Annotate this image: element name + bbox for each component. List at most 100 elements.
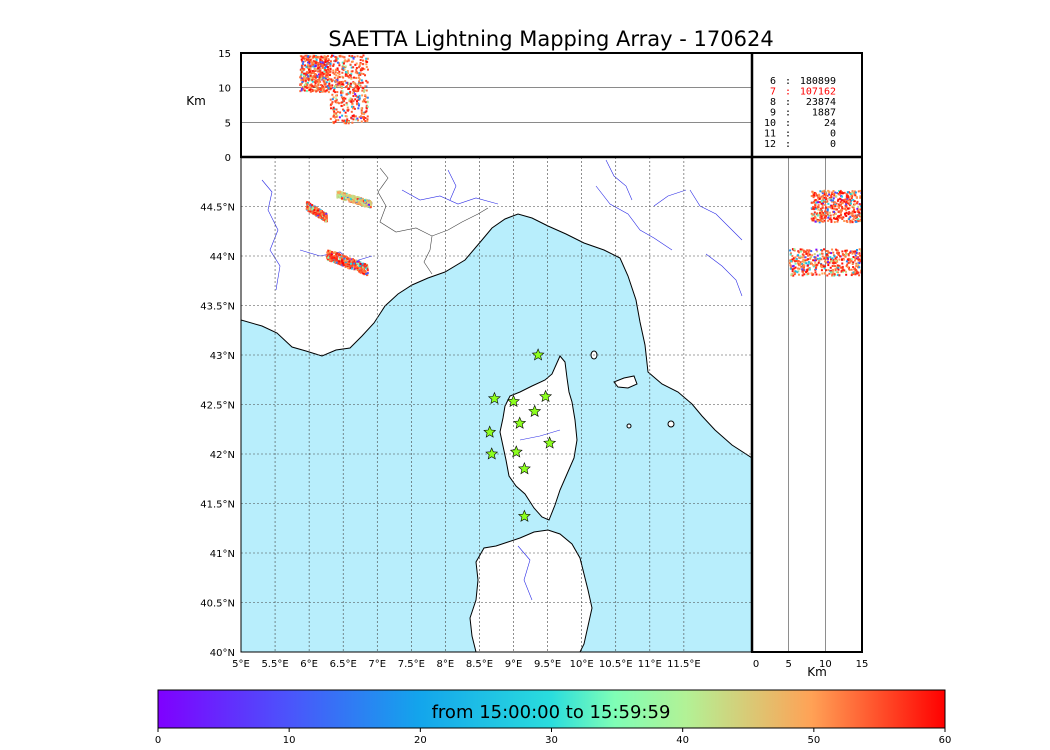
lightning-point xyxy=(349,63,352,66)
lightning-point xyxy=(342,108,345,111)
lightning-point xyxy=(342,62,345,65)
lightning-point xyxy=(317,62,320,65)
lightning-point xyxy=(350,116,353,119)
lightning-point xyxy=(326,65,329,68)
lightning-point xyxy=(815,264,818,267)
lightning-point xyxy=(840,191,843,194)
lightning-point xyxy=(832,254,835,257)
lightning-point xyxy=(363,90,366,93)
lightning-point xyxy=(351,200,354,203)
lightning-point xyxy=(342,76,345,79)
lightning-point xyxy=(823,196,826,199)
lightning-point xyxy=(314,206,317,209)
lightning-point xyxy=(325,65,328,68)
lightning-point xyxy=(342,193,345,196)
lightning-point xyxy=(857,205,860,208)
lightning-point xyxy=(852,210,855,213)
lightning-point xyxy=(353,195,356,198)
lightning-point xyxy=(364,120,367,123)
lightning-point xyxy=(350,110,353,113)
lightning-point xyxy=(304,72,307,75)
lightning-point xyxy=(350,260,353,263)
lightning-point xyxy=(335,98,338,101)
lightning-point xyxy=(321,61,324,64)
lightning-point xyxy=(818,221,821,224)
lightning-point xyxy=(345,256,348,259)
lightning-point xyxy=(799,263,802,266)
lightning-point xyxy=(333,76,336,79)
lightning-point xyxy=(847,196,850,199)
lightning-point xyxy=(830,260,833,263)
lightning-point xyxy=(344,196,347,199)
lightning-point xyxy=(825,250,828,253)
lightning-point xyxy=(854,216,857,219)
lightning-point xyxy=(327,256,330,259)
lightning-point xyxy=(325,217,328,220)
lightning-point xyxy=(812,219,815,222)
lightning-point xyxy=(827,202,830,205)
lightning-point xyxy=(360,109,363,112)
lightning-point xyxy=(814,220,817,223)
lightning-point xyxy=(344,59,347,62)
lightning-point xyxy=(855,220,858,223)
lightning-point xyxy=(322,73,325,76)
lightning-point xyxy=(310,72,313,75)
lightning-point xyxy=(357,119,360,122)
lightning-point xyxy=(319,62,322,65)
lightning-point xyxy=(816,254,819,257)
colorbar-label: from 15:00:00 to 15:59:59 xyxy=(432,702,671,723)
lightning-point xyxy=(827,261,830,264)
lightning-point xyxy=(793,273,796,276)
lightning-point xyxy=(360,79,363,82)
lightning-point xyxy=(340,80,343,83)
lightning-point xyxy=(347,92,350,95)
colorbar-tick-label: 60 xyxy=(939,735,952,746)
lightning-point xyxy=(302,85,305,88)
lightning-point xyxy=(366,205,369,208)
lightning-point xyxy=(341,66,344,69)
lightning-point xyxy=(314,62,317,65)
lightning-point xyxy=(359,62,362,65)
lightning-point xyxy=(347,122,350,125)
lightning-point xyxy=(836,274,839,277)
lightning-point xyxy=(361,56,364,59)
lightning-point xyxy=(366,68,369,71)
lightning-point xyxy=(352,88,355,91)
lightning-point xyxy=(352,66,355,69)
lightning-point xyxy=(853,200,856,203)
lightning-point xyxy=(852,261,855,264)
lightning-point xyxy=(300,82,303,85)
lightning-point xyxy=(360,72,363,75)
lightning-point xyxy=(366,267,369,270)
lightning-point xyxy=(356,95,359,98)
lightning-point xyxy=(347,194,350,197)
lightning-point xyxy=(314,65,317,68)
lightning-point xyxy=(850,197,853,200)
lightning-point xyxy=(789,253,792,256)
map-xtick-label: 8.5°E xyxy=(466,659,493,670)
lightning-point xyxy=(309,59,312,62)
lightning-point xyxy=(329,107,332,110)
lightning-point xyxy=(848,261,851,264)
lightning-point xyxy=(303,74,306,77)
station-star-marker xyxy=(539,389,553,403)
lightning-point xyxy=(820,210,823,213)
lightning-point xyxy=(358,72,361,75)
lightning-point xyxy=(792,270,795,273)
lightning-point xyxy=(324,84,327,87)
lightning-point xyxy=(834,217,837,220)
lightning-point xyxy=(336,256,339,259)
lightning-point xyxy=(315,207,318,210)
lightning-point xyxy=(353,107,356,110)
lightning-point xyxy=(306,54,309,57)
lightning-point xyxy=(816,205,819,208)
lightning-point xyxy=(334,260,337,263)
lightning-point xyxy=(836,219,839,222)
lightning-point xyxy=(346,196,349,199)
lightning-point xyxy=(369,206,372,209)
map-ytick-label: 44.5°N xyxy=(200,203,235,214)
lightning-point xyxy=(797,263,800,266)
lightning-point xyxy=(348,262,351,265)
lightning-point xyxy=(315,58,318,61)
lightning-point xyxy=(317,210,320,213)
